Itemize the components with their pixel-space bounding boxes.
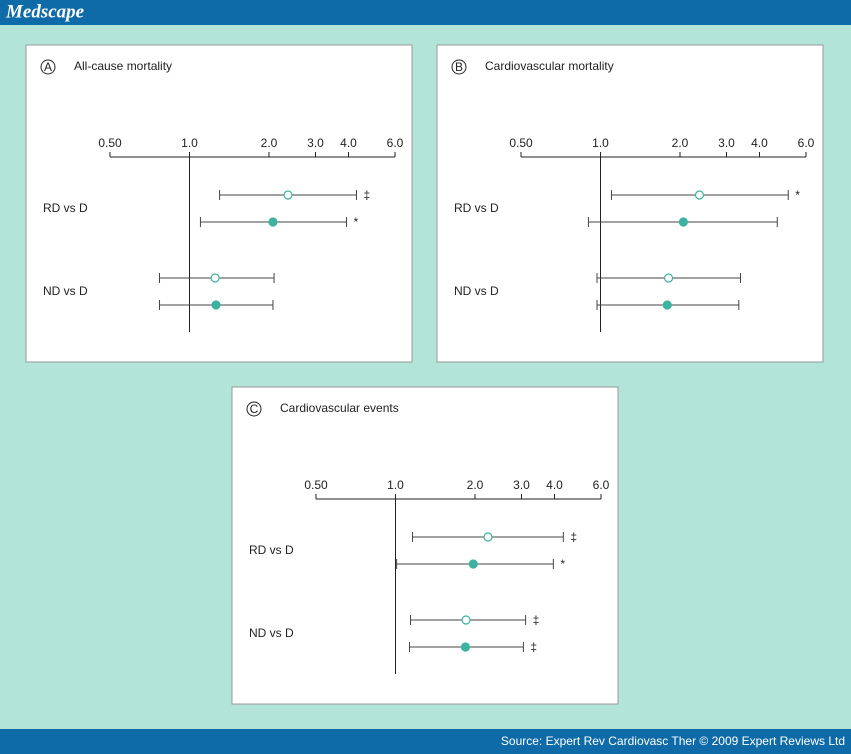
point-estimate <box>461 615 471 625</box>
category-label: RD vs D <box>249 543 294 557</box>
panel-label: B <box>455 60 463 74</box>
category-label: RD vs D <box>454 201 499 215</box>
panel <box>436 44 824 363</box>
panel-label: A <box>44 60 52 74</box>
point-estimate <box>678 217 688 227</box>
panel-label-circle <box>246 401 262 417</box>
x-tick-label: 4.0 <box>546 478 563 492</box>
footer-source: Source: Expert Rev Cardiovasc Ther © 200… <box>501 734 845 748</box>
significance-mark: * <box>795 188 800 202</box>
category-label: ND vs D <box>43 284 88 298</box>
x-tick-label: 2.0 <box>467 478 484 492</box>
x-tick-label: 2.0 <box>261 136 278 150</box>
category-label: RD vs D <box>43 201 88 215</box>
point-estimate <box>662 300 672 310</box>
significance-mark: ‡ <box>570 530 577 544</box>
x-tick-label: 3.0 <box>513 478 530 492</box>
point-estimate <box>663 273 674 283</box>
panel-title: All-cause mortality <box>74 59 172 73</box>
x-tick-label: 2.0 <box>672 136 689 150</box>
x-tick-label: 0.50 <box>98 136 122 150</box>
panel-label-circle <box>40 59 56 75</box>
header-title: Medscape <box>5 1 85 22</box>
x-tick-label: 0.50 <box>304 478 328 492</box>
panel-title: Cardiovascular events <box>280 401 399 415</box>
point-estimate <box>268 217 278 227</box>
x-tick-label: 4.0 <box>751 136 768 150</box>
significance-mark: ‡ <box>364 188 371 202</box>
significance-mark: * <box>560 557 565 571</box>
x-tick-label: 1.0 <box>387 478 404 492</box>
x-tick-label: 6.0 <box>387 136 404 150</box>
header-bar <box>0 0 851 25</box>
point-estimate <box>460 642 471 652</box>
point-estimate <box>283 190 293 200</box>
x-tick-label: 3.0 <box>307 136 324 150</box>
panel-title: Cardiovascular mortality <box>485 59 614 73</box>
x-tick-label: 1.0 <box>592 136 609 150</box>
footer-bar <box>0 729 851 754</box>
panel-label: C <box>250 402 259 416</box>
category-label: ND vs D <box>249 626 294 640</box>
x-tick-label: 0.50 <box>509 136 533 150</box>
significance-mark: ‡ <box>533 613 540 627</box>
panel-label-circle <box>451 59 467 75</box>
category-label: ND vs D <box>454 284 499 298</box>
point-estimate <box>694 190 705 200</box>
point-estimate <box>210 273 220 283</box>
x-tick-label: 4.0 <box>340 136 357 150</box>
point-estimate <box>211 300 221 310</box>
x-tick-label: 1.0 <box>181 136 198 150</box>
panel <box>25 44 413 363</box>
x-tick-label: 6.0 <box>798 136 815 150</box>
point-estimate <box>468 559 478 569</box>
point-estimate <box>483 532 493 542</box>
panel <box>231 386 619 705</box>
significance-mark: ‡ <box>530 640 537 654</box>
significance-mark: * <box>353 215 358 229</box>
x-tick-label: 6.0 <box>593 478 610 492</box>
x-tick-label: 3.0 <box>718 136 735 150</box>
